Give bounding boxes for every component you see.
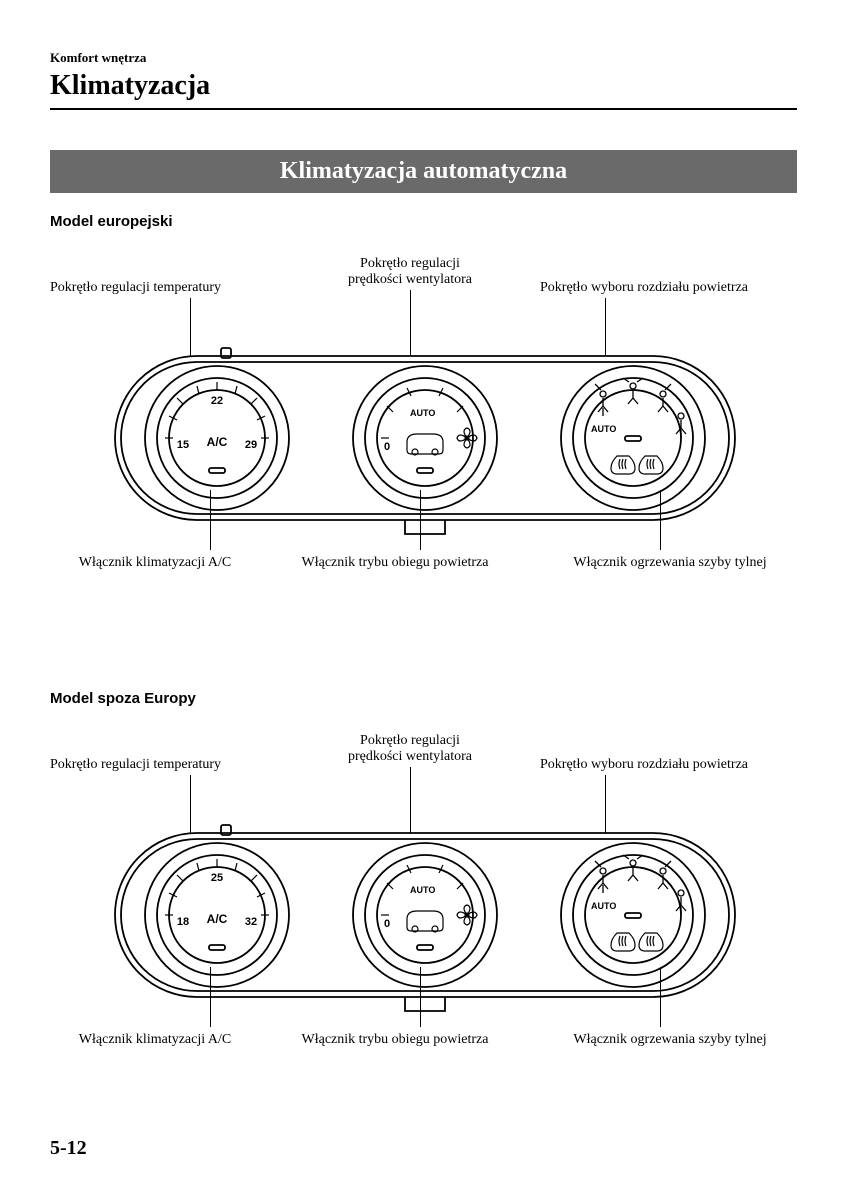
- label-defrost-switch: Włącznik ogrzewania szyby tylnej: [540, 1032, 800, 1049]
- label-temp-dial: Pokrętło regulacji temperatury: [50, 280, 250, 297]
- leader: [660, 967, 661, 1027]
- label-temp-dial: Pokrętło regulacji temperatury: [50, 757, 250, 774]
- svg-text:A/C: A/C: [207, 912, 228, 926]
- leader: [660, 490, 661, 550]
- svg-text:25: 25: [211, 872, 223, 884]
- label-ac-switch: Włącznik klimatyzacji A/C: [50, 1032, 260, 1049]
- leader: [420, 967, 421, 1027]
- label-recirc-switch: Włącznik trybu obiegu powietrza: [265, 555, 525, 572]
- fan-dial: [353, 366, 497, 510]
- label-air-dial: Pokrętło wyboru rozdziału powietrza: [540, 280, 800, 297]
- temp-ac: A/C: [207, 435, 228, 449]
- svg-text:32: 32: [245, 916, 257, 928]
- svg-text:18: 18: [177, 916, 189, 928]
- label-recirc-switch: Włącznik trybu obiegu powietrza: [265, 1032, 525, 1049]
- temp-top: 22: [211, 395, 223, 407]
- label-ac-switch: Włącznik klimatyzacji A/C: [50, 555, 260, 572]
- svg-text:AUTO: AUTO: [591, 901, 616, 911]
- label-fan-dial-l1: Pokrętło regulacji: [310, 733, 510, 750]
- temp-left: 15: [177, 439, 189, 451]
- label-air-dial: Pokrętło wyboru rozdziału powietrza: [540, 757, 800, 774]
- label-fan-dial-l2: prędkości wentylatora: [310, 749, 510, 766]
- section-banner: Klimatyzacja automatyczna: [50, 150, 797, 193]
- fan-zero: 0: [384, 441, 390, 453]
- fan-auto: AUTO: [410, 408, 435, 418]
- subheading-european: Model europejski: [50, 213, 797, 230]
- climate-panel: 22 15 29 A/C AUTO 0 AUTO: [105, 338, 745, 538]
- air-auto: AUTO: [591, 424, 616, 434]
- leader: [420, 490, 421, 550]
- diagram-european: Pokrętło regulacji temperatury Pokrętło …: [50, 250, 797, 660]
- temp-right: 29: [245, 439, 257, 451]
- air-dial: [561, 366, 705, 510]
- label-defrost-switch: Włącznik ogrzewania szyby tylnej: [540, 555, 800, 572]
- svg-text:0: 0: [384, 918, 390, 930]
- svg-text:AUTO: AUTO: [410, 885, 435, 895]
- page-number: 5-12: [50, 1137, 87, 1160]
- leader: [210, 490, 211, 550]
- breadcrumb: Komfort wnętrza: [50, 50, 797, 66]
- diagram-noneuropean: Pokrętło regulacji temperatury Pokrętło …: [50, 727, 797, 1137]
- subheading-noneuropean: Model spoza Europy: [50, 690, 797, 707]
- label-fan-dial-l2: prędkości wentylatora: [310, 272, 510, 289]
- label-fan-dial-l1: Pokrętło regulacji: [310, 256, 510, 273]
- page-title: Klimatyzacja: [50, 70, 797, 110]
- leader: [210, 967, 211, 1027]
- climate-panel: 25 18 32 A/C AUTO 0 AUTO: [105, 815, 745, 1015]
